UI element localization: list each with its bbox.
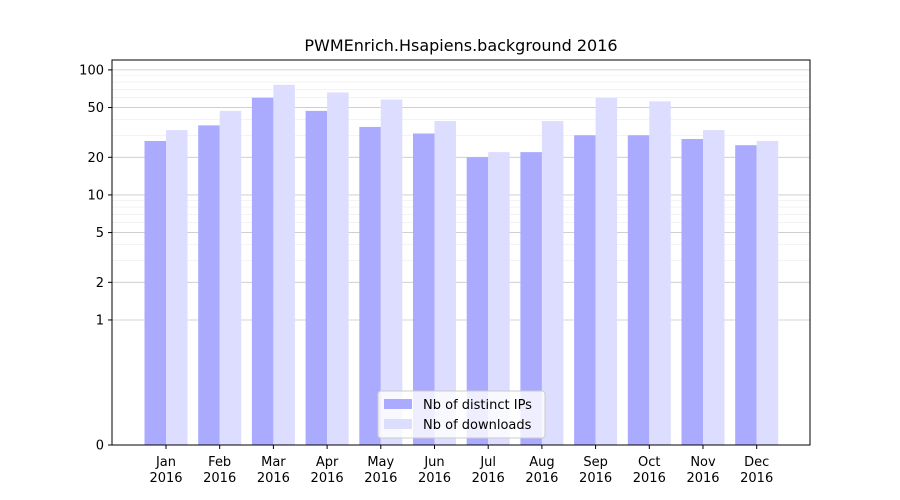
- bars: [144, 84, 779, 446]
- x-tick-label-month: Jan: [155, 455, 176, 470]
- y-axis: 0 1 2 5 10 20 50 100: [79, 63, 112, 454]
- bar: [649, 101, 671, 445]
- legend: Nb of distinct IPs Nb of downloads: [377, 390, 546, 439]
- legend-swatch: [384, 399, 412, 409]
- y-tick-label: 1: [96, 313, 104, 328]
- bar: [327, 92, 349, 446]
- x-tick-label-year: 2016: [525, 471, 558, 486]
- bar: [627, 135, 650, 445]
- x-tick-label-year: 2016: [633, 471, 666, 486]
- x-tick-label-month: Oct: [638, 455, 660, 470]
- bar: [574, 135, 596, 445]
- bar: [219, 110, 242, 445]
- x-tick-label-year: 2016: [203, 471, 236, 486]
- x-tick-label-year: 2016: [149, 471, 182, 486]
- chart-title: PWMEnrich.Hsapiens.background 2016: [304, 36, 617, 55]
- x-tick-label-year: 2016: [740, 471, 773, 486]
- y-tick-label: 5: [96, 226, 104, 241]
- y-tick-label: 10: [87, 188, 104, 203]
- x-tick-label-month: Sep: [583, 455, 608, 470]
- x-tick-label-month: Jul: [479, 455, 496, 470]
- bar: [198, 125, 220, 445]
- bar: [434, 121, 456, 446]
- bar: [488, 152, 510, 445]
- x-tick-label-year: 2016: [364, 471, 397, 486]
- y-tick-label: 0: [96, 439, 104, 454]
- x-tick-label-month: Nov: [690, 455, 716, 470]
- y-tick-label: 50: [87, 101, 104, 116]
- bar: [756, 140, 779, 445]
- x-tick-label-month: Apr: [316, 455, 339, 470]
- x-tick-label-year: 2016: [579, 471, 612, 486]
- legend-swatch: [384, 419, 412, 429]
- x-tick-label-year: 2016: [472, 471, 505, 486]
- y-tick-label: 100: [79, 63, 104, 78]
- bar: [735, 145, 757, 445]
- bar: [541, 121, 564, 446]
- legend-label: Nb of distinct IPs: [423, 398, 532, 413]
- legend-box: [377, 390, 546, 439]
- x-tick-label-year: 2016: [257, 471, 290, 486]
- bar: [380, 99, 403, 446]
- bar: [359, 126, 381, 446]
- y-tick-label: 20: [87, 151, 104, 166]
- x-tick-label-month: Feb: [208, 455, 231, 470]
- x-tick-label-year: 2016: [686, 471, 719, 486]
- plot-frame: [111, 59, 811, 446]
- bar: [166, 130, 188, 445]
- bar: [681, 139, 703, 445]
- x-axis: Jan2016Feb2016Mar2016Apr2016May2016Jun20…: [149, 445, 773, 486]
- x-tick-label-month: Aug: [529, 455, 554, 470]
- bar: [273, 84, 295, 445]
- y-tick-label: 2: [96, 276, 104, 291]
- bar: [251, 97, 274, 445]
- bar: [305, 110, 328, 445]
- bar: [520, 152, 542, 445]
- x-tick-label-month: May: [367, 455, 394, 470]
- x-tick-label-year: 2016: [311, 471, 344, 486]
- x-tick-label-month: Jun: [423, 455, 444, 470]
- bar: [413, 133, 435, 445]
- bar: [595, 97, 618, 445]
- x-tick-label-month: Dec: [744, 455, 769, 470]
- x-tick-label-year: 2016: [418, 471, 451, 486]
- bar: [703, 130, 725, 445]
- legend-label: Nb of downloads: [423, 418, 532, 433]
- bar: [144, 140, 166, 445]
- x-tick-label-month: Mar: [261, 455, 286, 470]
- bar: [466, 157, 489, 445]
